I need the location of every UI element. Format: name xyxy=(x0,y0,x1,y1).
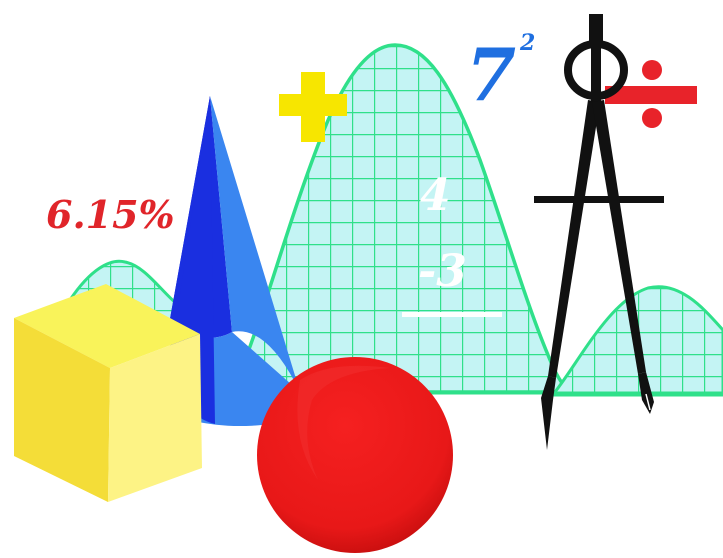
percent-label: 6.15% xyxy=(46,192,175,237)
divide-sign-icon xyxy=(605,60,697,128)
fraction-bar xyxy=(402,312,502,317)
number-bottom: -3 xyxy=(418,246,467,297)
power-base: 7 xyxy=(466,32,516,117)
number-top: 4 xyxy=(420,170,451,221)
power-exponent: 2 xyxy=(519,30,535,56)
sphere-icon xyxy=(257,357,453,553)
